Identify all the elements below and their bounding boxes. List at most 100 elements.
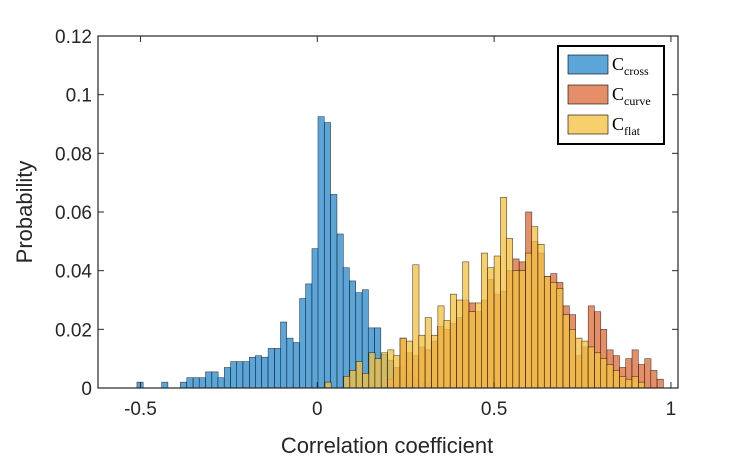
y-tick-label-6: 0.12 bbox=[55, 27, 92, 48]
legend-swatch-curve bbox=[567, 84, 609, 105]
bar-flat-8 bbox=[355, 361, 363, 389]
bar-flat-43 bbox=[575, 337, 583, 389]
axes-layer bbox=[97, 35, 679, 389]
bar-flat-3 bbox=[324, 381, 332, 389]
bar-flat-44 bbox=[581, 340, 589, 389]
bar-flat-48 bbox=[606, 364, 614, 389]
bar-flat-47 bbox=[600, 358, 608, 389]
bar-flat-14 bbox=[393, 355, 401, 389]
bar-cross-4 bbox=[161, 381, 169, 389]
bar-curve-41 bbox=[644, 358, 652, 389]
bar-cross-8 bbox=[186, 377, 194, 389]
bar-cross-31 bbox=[330, 194, 338, 389]
bar-cross-16 bbox=[236, 361, 244, 389]
bar-flat-17 bbox=[412, 264, 420, 389]
bar-cross-13 bbox=[217, 377, 225, 389]
bar-flat-52 bbox=[631, 375, 639, 389]
bar-cross-25 bbox=[292, 342, 300, 389]
legend-subscript-curve: curve bbox=[624, 94, 651, 108]
bar-flat-24 bbox=[456, 299, 464, 389]
bar-flat-11 bbox=[374, 358, 382, 389]
bar-cross-23 bbox=[280, 321, 288, 389]
bar-cross-17 bbox=[242, 361, 250, 389]
bar-flat-34 bbox=[518, 270, 526, 389]
bar-flat-30 bbox=[493, 255, 501, 389]
bar-flat-6 bbox=[343, 375, 351, 389]
bar-flat-15 bbox=[399, 337, 407, 389]
bar-cross-27 bbox=[305, 283, 313, 389]
bar-flat-37 bbox=[537, 243, 545, 389]
bar-cross-24 bbox=[286, 337, 294, 389]
x-tick-label-2: 0.5 bbox=[481, 399, 507, 420]
x-axis-label: Correlation coefficient bbox=[281, 433, 493, 458]
legend-swatch-cross bbox=[567, 54, 609, 75]
bar-cross-32 bbox=[336, 233, 344, 389]
bar-cross-14 bbox=[223, 367, 231, 389]
bar-flat-50 bbox=[619, 375, 627, 389]
legend-swatch-flat bbox=[567, 114, 609, 135]
bar-curve-42 bbox=[650, 370, 658, 389]
bar-flat-45 bbox=[587, 346, 595, 389]
bar-cross-20 bbox=[261, 356, 269, 389]
bar-flat-23 bbox=[449, 293, 457, 389]
bar-flat-19 bbox=[424, 317, 432, 389]
bar-flat-18 bbox=[418, 334, 426, 389]
x-tick-label-1: 0 bbox=[312, 399, 323, 420]
bar-cross-15 bbox=[230, 361, 238, 389]
legend-subscript-cross: cross bbox=[624, 64, 649, 78]
bar-flat-20 bbox=[431, 334, 439, 389]
bar-flat-22 bbox=[443, 320, 451, 389]
bar-flat-21 bbox=[437, 305, 445, 389]
y-axis-label: Probability bbox=[12, 161, 37, 264]
bar-flat-46 bbox=[594, 352, 602, 389]
bar-cross-33 bbox=[342, 267, 350, 389]
bar-flat-51 bbox=[625, 378, 633, 389]
bar-cross-22 bbox=[274, 348, 282, 389]
bar-flat-16 bbox=[406, 340, 413, 389]
bar-cross-9 bbox=[192, 377, 200, 389]
bar-flat-33 bbox=[512, 270, 520, 389]
bar-flat-35 bbox=[525, 252, 533, 389]
bar-cross-30 bbox=[324, 122, 331, 389]
x-tick-label-0: -0.5 bbox=[124, 399, 157, 420]
bar-flat-27 bbox=[475, 302, 482, 389]
bar-flat-49 bbox=[613, 370, 620, 389]
bar-cross-7 bbox=[180, 381, 187, 389]
bar-flat-25 bbox=[462, 261, 470, 389]
y-tick-label-1: 0.02 bbox=[55, 320, 92, 341]
bar-flat-26 bbox=[468, 311, 476, 389]
bar-flat-28 bbox=[481, 252, 488, 389]
bar-cross-21 bbox=[267, 348, 275, 389]
tick-label-layer: -0.5 0 0.5 1 0 0.02 0.04 0.06 0.08 0.1 0.12 bbox=[55, 27, 676, 420]
bar-flat-32 bbox=[506, 238, 514, 389]
bar-flat-42 bbox=[569, 329, 576, 389]
bar-cross-10 bbox=[198, 377, 206, 389]
y-tick-label-2: 0.04 bbox=[55, 262, 92, 283]
bar-flat-31 bbox=[500, 197, 507, 389]
y-tick-label-3: 0.06 bbox=[55, 203, 92, 224]
bar-flat-40 bbox=[556, 287, 564, 389]
x-tick-label-3: 1 bbox=[666, 399, 677, 420]
y-tick-label-0: 0 bbox=[81, 379, 92, 400]
bar-flat-7 bbox=[349, 370, 357, 389]
bar-cross-19 bbox=[255, 355, 262, 389]
bar-flat-10 bbox=[368, 352, 376, 389]
bar-cross-12 bbox=[211, 371, 219, 389]
bar-cross-29 bbox=[317, 116, 325, 389]
bar-curve-43 bbox=[656, 378, 664, 389]
y-tick-label-4: 0.08 bbox=[55, 144, 92, 165]
bar-flat-12 bbox=[381, 352, 388, 389]
bar-flat-9 bbox=[362, 373, 370, 389]
bar-flat-41 bbox=[562, 314, 570, 389]
bar-cross-18 bbox=[249, 356, 256, 389]
bar-flat-29 bbox=[487, 267, 495, 389]
bar-flat-38 bbox=[544, 276, 551, 389]
bar-cross-26 bbox=[299, 298, 307, 389]
y-tick-label-5: 0.1 bbox=[66, 86, 92, 107]
bar-flat-39 bbox=[550, 282, 558, 389]
bar-flat-13 bbox=[387, 349, 395, 389]
bar-flat-36 bbox=[531, 226, 539, 389]
bar-cross-28 bbox=[311, 248, 319, 389]
